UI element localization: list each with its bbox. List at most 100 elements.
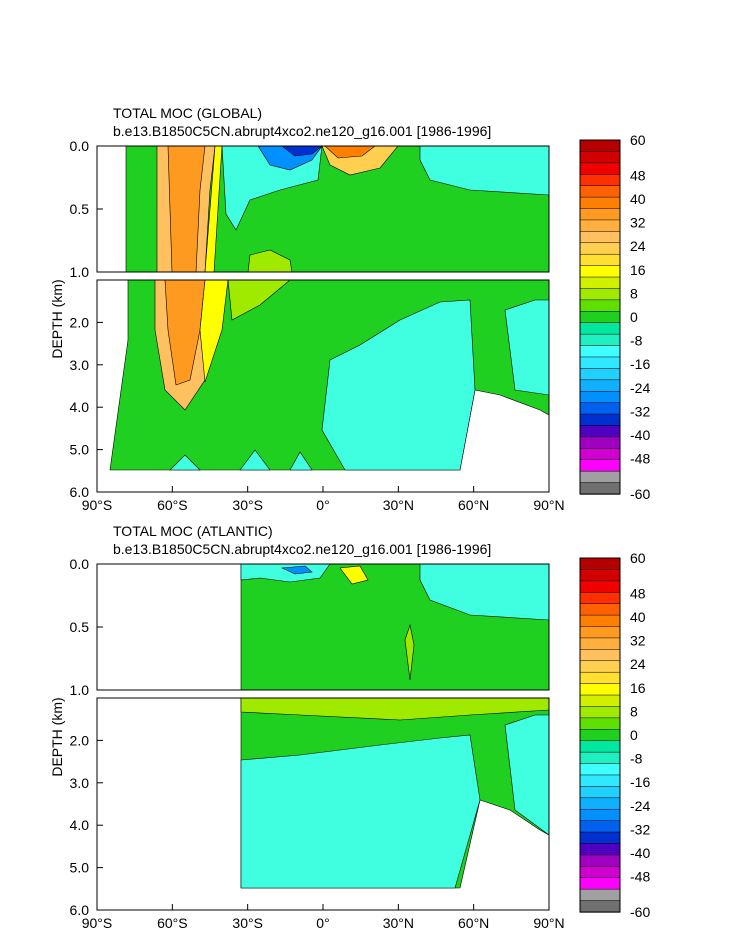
atlantic-colorbar-swatch	[579, 694, 621, 708]
global-upper-north-negative	[419, 146, 549, 196]
global-colorbar-label: 32	[630, 215, 646, 231]
atlantic-colorbar-label: 60	[630, 550, 646, 566]
global-colorbar-swatch	[579, 448, 621, 461]
atlantic-colorbar-swatch	[579, 660, 621, 673]
global-colorbar-label: -8	[630, 333, 643, 349]
atlantic-colorbar-label: -8	[630, 751, 643, 767]
global-colorbar-swatch	[579, 368, 621, 381]
global-colorbar-swatch	[579, 333, 621, 347]
global-lower-lightgreen	[227, 280, 291, 321]
global-colorbar-frame	[579, 139, 621, 495]
atlantic-lower-upper-band	[240, 698, 549, 721]
atlantic-colorbar-label: 8	[630, 703, 638, 719]
atlantic-ytick-label: 3.0	[70, 775, 90, 791]
atlantic-ytick-label: 4.0	[70, 817, 90, 833]
global-colorbar: 60 48 40 32 24 16 8 0 -8 -16 -24 -32 -40 -48 -60	[579, 132, 650, 502]
atlantic-colorbar-swatch	[579, 683, 621, 696]
global-title: TOTAL MOC (GLOBAL)	[113, 105, 262, 121]
atlantic-xtick-label: 30°N	[383, 915, 414, 931]
global-colorbar-swatch	[579, 253, 621, 267]
atlantic-colorbar-swatch	[579, 717, 621, 730]
global-axis-ticks: 90°S 60°S 30°S 0° 30°N 60°N 90°N 0.0 0.5 1.0 2.0 3.…	[70, 138, 565, 513]
atlantic-axis-ticks: 90°S 60°S 30°S 0° 30°N 60°N 90°N 0.0 0.5 1.0 2.0 3.…	[70, 556, 565, 931]
atlantic-colorbar-label: 40	[630, 609, 646, 625]
atlantic-colorbar-frame	[579, 557, 621, 913]
global-colorbar-label: -24	[630, 380, 650, 396]
global-colorbar-swatch	[579, 390, 621, 404]
atlantic-colorbar-swatch	[579, 740, 621, 753]
atlantic-colorbar-swatch	[579, 808, 621, 822]
atlantic-ylabel: DEPTH (km)	[49, 697, 65, 776]
atlantic-colorbar-label: -40	[630, 845, 650, 861]
atlantic-upper-filament	[404, 623, 415, 681]
atlantic-colorbar-swatch	[579, 649, 621, 662]
atlantic-xtick-label: 30°S	[232, 915, 263, 931]
atlantic-colorbar-swatch	[579, 580, 621, 593]
atlantic-upper-north-negative	[419, 564, 549, 621]
global-colorbar-swatch	[579, 299, 621, 312]
global-lower-bottom-negative	[169, 449, 313, 471]
atlantic-colorbar-swatch	[579, 854, 621, 867]
atlantic-colorbar-swatch	[579, 774, 621, 788]
atlantic-colorbar-label: -16	[630, 774, 650, 790]
global-colorbar-swatch	[579, 196, 621, 210]
atlantic-ytick-label: 0.5	[70, 619, 90, 635]
global-upper-yellow-band	[204, 146, 223, 272]
atlantic-colorbar-swatch	[579, 614, 621, 628]
atlantic-ytick-label: 6.0	[70, 902, 90, 918]
global-ytick-label: 5.0	[70, 442, 90, 458]
atlantic-colorbar-swatch	[579, 729, 621, 742]
global-colorbar-swatch	[579, 413, 621, 427]
global-upper-plot	[97, 146, 549, 272]
atlantic-xtick-label: 90°N	[533, 915, 564, 931]
global-colorbar-swatch	[579, 265, 621, 278]
atlantic-colorbar-label: -48	[630, 869, 650, 885]
global-colorbar-label: -60	[630, 486, 650, 502]
global-colorbar-swatch	[579, 379, 621, 392]
global-upper-north-core	[324, 146, 376, 159]
global-colorbar-label: 8	[630, 285, 638, 301]
global-colorbar-label: 24	[630, 238, 646, 254]
atlantic-colorbar-swatch	[579, 706, 621, 719]
global-ytick-label: 4.0	[70, 399, 90, 415]
global-colorbar-swatch	[579, 288, 621, 301]
global-colorbar-label: -16	[630, 356, 650, 372]
atlantic-upper-plot	[240, 564, 549, 690]
atlantic-upper-yellow	[339, 565, 369, 585]
global-colorbar-label: 40	[630, 191, 646, 207]
global-colorbar-swatch	[579, 231, 621, 244]
global-xtick-label: 60°S	[157, 497, 188, 513]
atlantic-lower-plot	[240, 698, 549, 889]
global-ylabel: DEPTH (km)	[49, 279, 65, 358]
global-colorbar-swatch	[579, 208, 621, 221]
global-subtitle: b.e13.B1850C5CN.abrupt4xco2.ne120_g16.00…	[113, 123, 491, 139]
atlantic-colorbar-swatch	[579, 877, 621, 890]
global-colorbar-label: -40	[630, 427, 650, 443]
atlantic-colorbar-swatch	[579, 603, 621, 616]
global-colorbar-swatch	[579, 185, 621, 198]
global-xtick-label: 30°S	[232, 497, 263, 513]
atlantic-colorbar-label: 32	[630, 633, 646, 649]
global-xtick-label: 0°	[316, 497, 329, 513]
global-lower-arctic-negative	[504, 299, 549, 396]
global-lower-yellow-band	[199, 280, 229, 383]
global-colorbar-swatch	[579, 470, 621, 484]
atlantic-colorbar-swatch	[579, 626, 621, 639]
atlantic-colorbar-swatch	[579, 888, 621, 902]
global-colorbar-swatch	[579, 459, 621, 472]
atlantic-colorbar-label: -60	[630, 904, 650, 920]
atlantic-colorbar-swatch	[579, 843, 621, 856]
atlantic-ytick-label: 2.0	[70, 732, 90, 748]
global-colorbar-label: 60	[630, 132, 646, 148]
atlantic-upper-blue-core	[280, 565, 313, 575]
global-colorbar-swatch	[579, 139, 621, 153]
atlantic-colorbar-label: 16	[630, 680, 646, 696]
atlantic-colorbar-label: 48	[630, 585, 646, 601]
atlantic-colorbar-swatch	[579, 797, 621, 810]
atlantic-colorbar-swatch	[579, 671, 621, 685]
global-colorbar-swatch	[579, 436, 621, 449]
global-xtick-label: 90°S	[82, 497, 113, 513]
atlantic-colorbar: 60 48 40 32 24 16 8 0 -8 -16 -24 -32 -40 -48 -60	[579, 550, 650, 920]
atlantic-title: TOTAL MOC (ATLANTIC)	[113, 523, 273, 539]
atlantic-xtick-label: 60°N	[458, 915, 489, 931]
